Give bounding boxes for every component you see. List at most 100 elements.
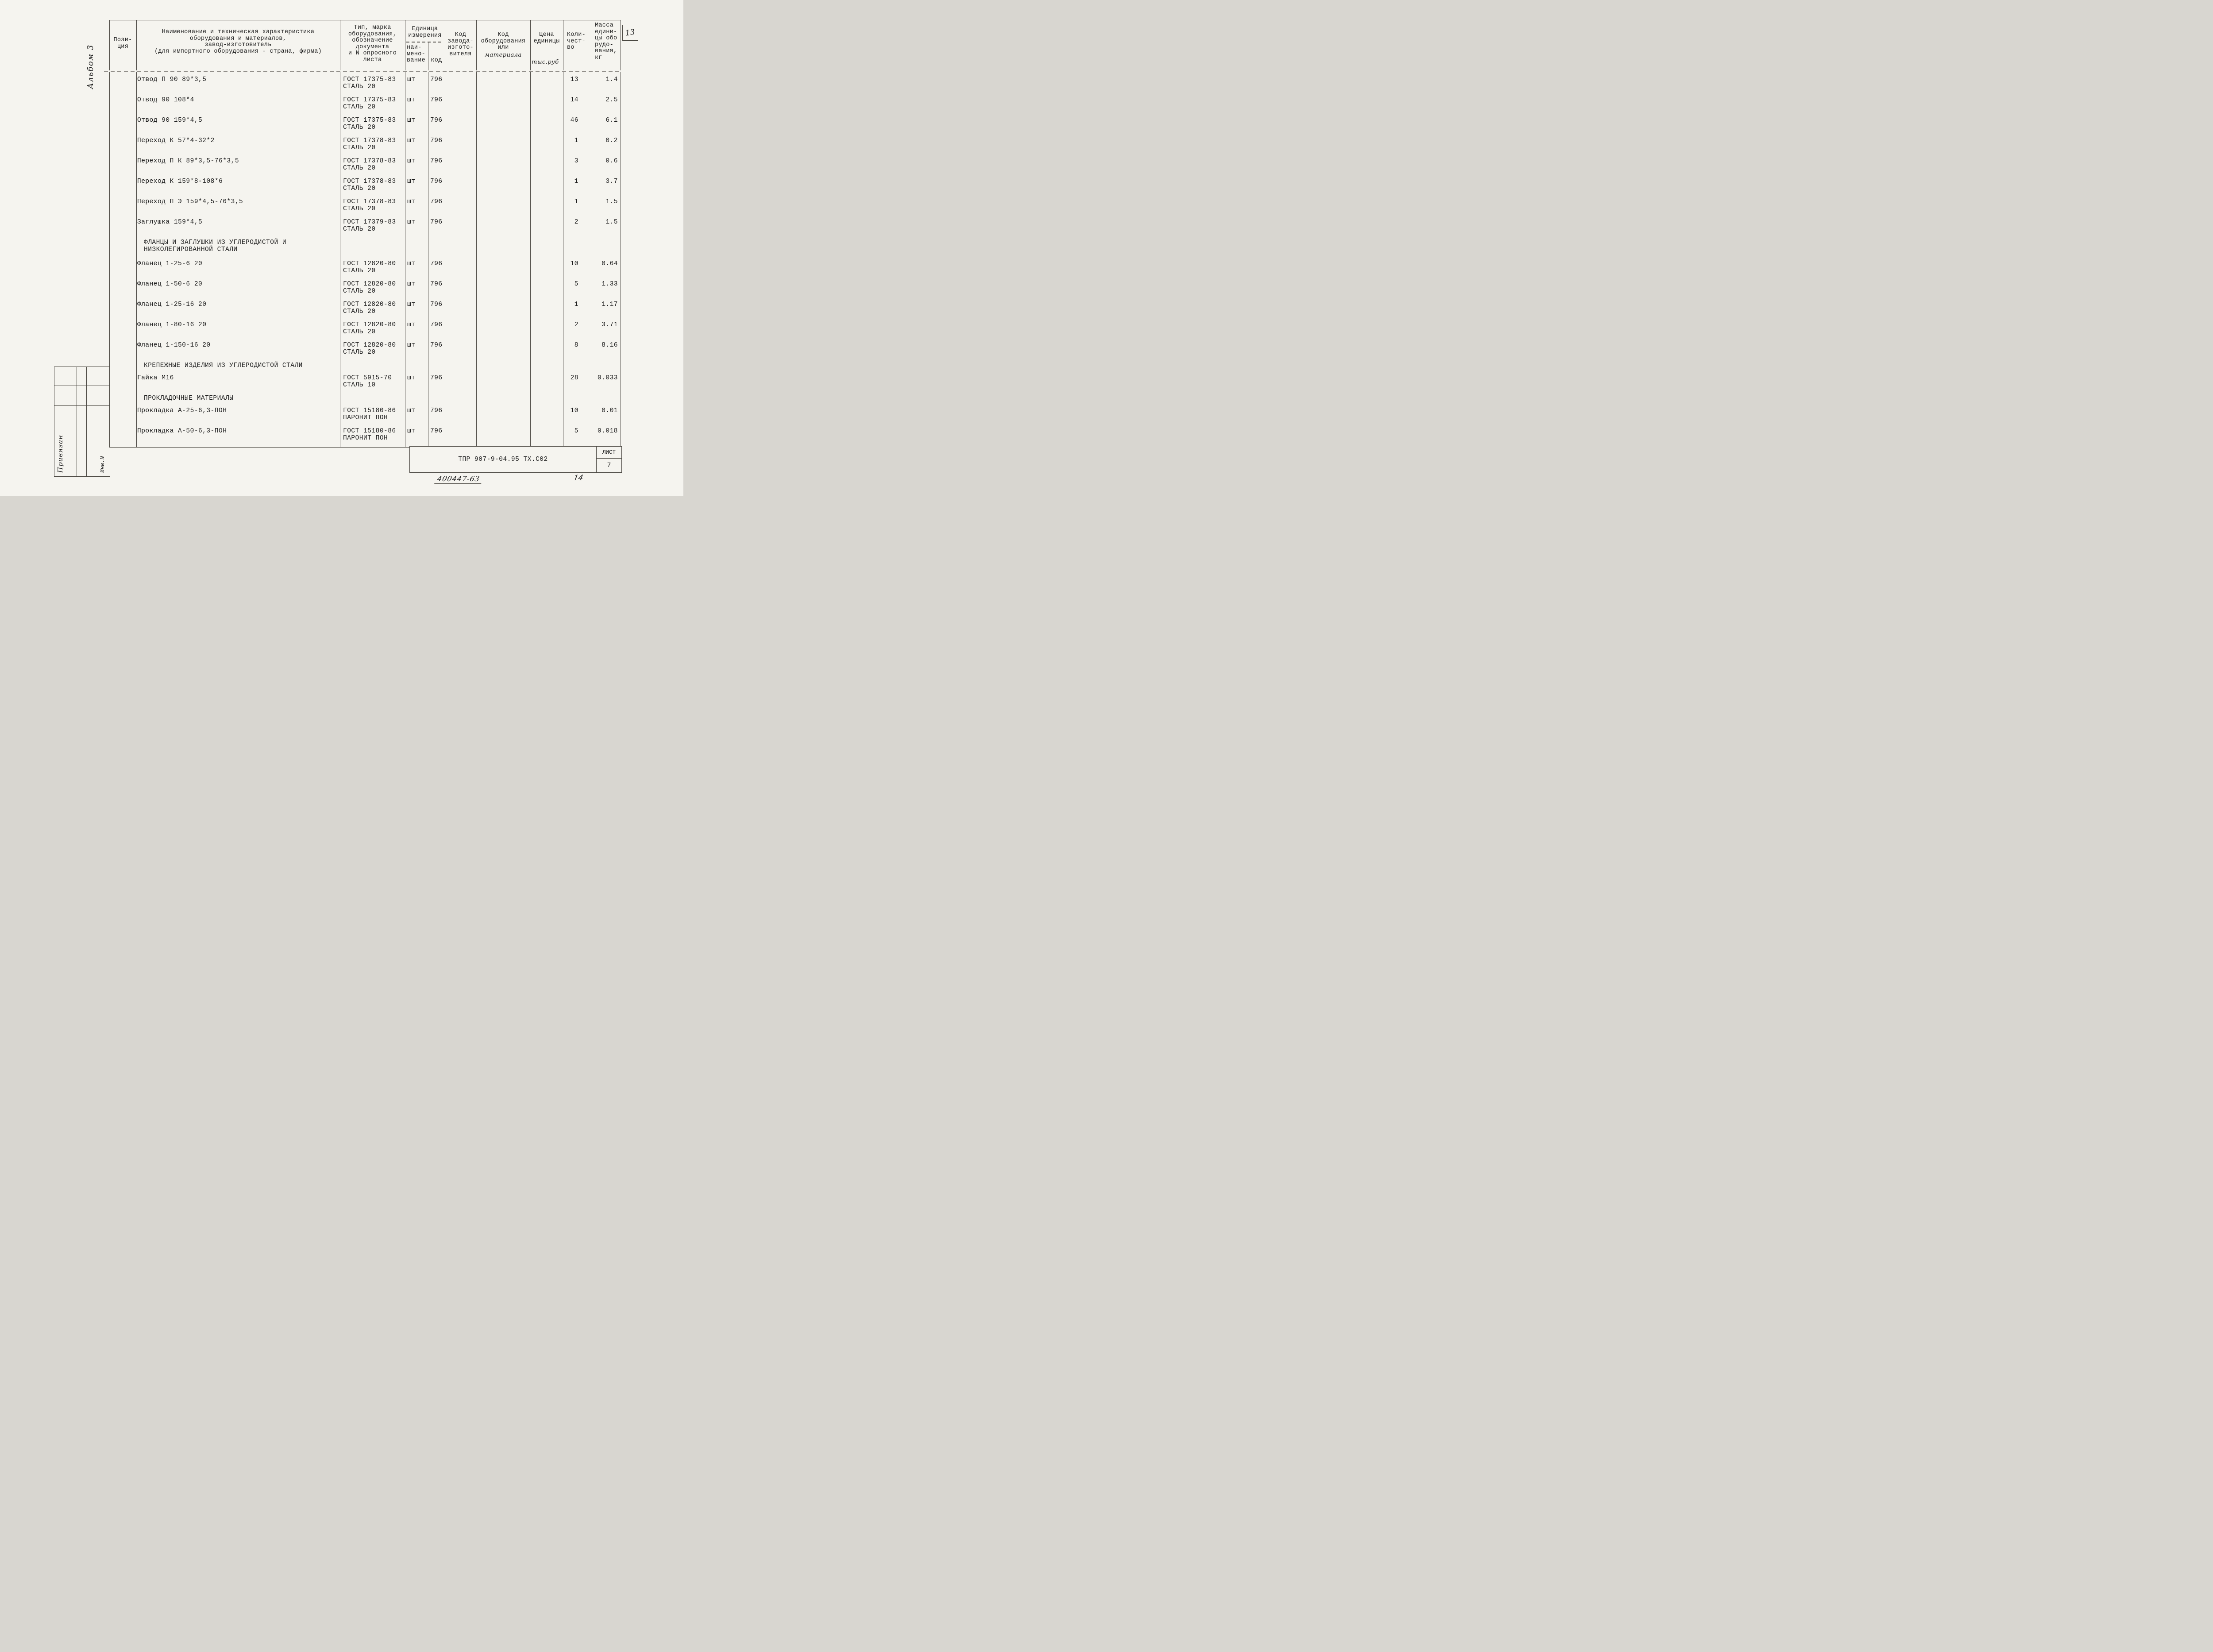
cell-mass: 0.033: [597, 374, 618, 382]
cell-unit-name: шт: [407, 342, 416, 349]
section-title: ФЛАНЦЫ И ЗАГЛУШКИ ИЗ УГЛЕРОДИСТОЙ И НИЗК…: [144, 239, 287, 253]
cell-type-doc: ГОСТ 17375-83 СТАЛЬ 20: [343, 76, 396, 90]
cell-quantity: 10: [570, 260, 578, 267]
cell-unit-code: 796: [430, 428, 443, 435]
grid-line: [476, 20, 477, 70]
cell-quantity: 5: [574, 428, 578, 435]
cell-item-name: Заглушка 159*4,5: [137, 219, 203, 226]
cell-type-doc: ГОСТ 12820-80 СТАЛЬ 20: [343, 260, 396, 274]
col-header-unit-name: наи- мено- вание: [407, 44, 426, 64]
title-block: ТПР 907-9-04.95 ТХ.С02 ЛИСТ 7: [409, 446, 622, 473]
footer-handwritten-code: 400447-63: [434, 475, 483, 484]
cell-quantity: 1: [574, 178, 578, 185]
cell-mass: 8.16: [601, 342, 618, 349]
stamp-rotated-note: Привязан: [56, 434, 64, 473]
cell-unit-name: шт: [407, 281, 416, 288]
sheet-label: ЛИСТ: [597, 447, 621, 459]
cell-unit-name: шт: [407, 374, 416, 382]
cell-quantity: 13: [570, 76, 578, 83]
col-header-factory-code: Код завода- изгото- вителя: [447, 31, 474, 58]
col-header-quantity: Коли- чест- во: [567, 31, 586, 51]
cell-mass: 0.01: [601, 407, 618, 414]
table-row: Отвод П 90 89*3,5 ГОСТ 17375-83 СТАЛЬ 20…: [109, 75, 621, 96]
cell-quantity: 46: [570, 117, 578, 124]
cell-item-name: Прокладка А-25-6,3-ПОН: [137, 407, 227, 414]
cell-unit-code: 796: [430, 374, 443, 382]
cell-unit-name: шт: [407, 407, 416, 414]
page-number-box: 13: [622, 25, 638, 41]
table-body: Отвод П 90 89*3,5 ГОСТ 17375-83 СТАЛЬ 20…: [109, 72, 621, 448]
cell-unit-name: шт: [407, 137, 416, 144]
cell-unit-name: шт: [407, 117, 416, 124]
cell-quantity: 14: [570, 96, 578, 104]
cell-quantity: 28: [570, 374, 578, 382]
table-row: Прокладка А-25-6,3-ПОН ГОСТ 15180-86 ПАР…: [109, 406, 621, 427]
cell-unit-code: 796: [430, 301, 443, 308]
table-row: Фланец 1-50-6 20 ГОСТ 12820-80 СТАЛЬ 20 …: [109, 280, 621, 300]
cell-mass: 3.7: [605, 178, 618, 185]
cell-item-name: Переход П Э 159*4,5-76*3,5: [137, 198, 243, 205]
left-margin-stamp: Привязан Инв.N: [54, 367, 110, 477]
table-row: Прокладка А-50-6,3-ПОН ГОСТ 15180-86 ПАР…: [109, 427, 621, 447]
cell-unit-code: 796: [430, 281, 443, 288]
scanned-document-page: Альбом 3 13 Пози- ция Наименование и тех…: [0, 0, 683, 496]
cell-mass: 6.1: [605, 117, 618, 124]
cell-item-name: Гайка М16: [137, 374, 174, 382]
cell-unit-code: 796: [430, 260, 443, 267]
table-row: Переход П К 89*3,5-76*3,5 ГОСТ 17378-83 …: [109, 157, 621, 177]
col-header-type: Тип, марка оборудования, обозначение док…: [348, 24, 397, 63]
cell-type-doc: ГОСТ 5915-70 СТАЛЬ 10: [343, 374, 392, 389]
col-header-position: Пози- ция: [113, 37, 132, 50]
cell-item-name: Фланец 1-50-6 20: [137, 281, 203, 288]
page-number: 13: [625, 27, 636, 38]
cell-unit-name: шт: [407, 198, 416, 205]
cell-unit-code: 796: [430, 342, 443, 349]
header-body-dashed-separator: [104, 70, 621, 72]
cell-unit-name: шт: [407, 76, 416, 83]
footer-handwritten-number: 14: [573, 474, 584, 482]
cell-quantity: 1: [574, 301, 578, 308]
cell-unit-name: шт: [407, 260, 416, 267]
cell-type-doc: ГОСТ 15180-86 ПАРОНИТ ПОН: [343, 407, 396, 421]
cell-quantity: 8: [574, 342, 578, 349]
cell-mass: 0.64: [601, 260, 618, 267]
cell-item-name: Фланец 1-25-16 20: [137, 301, 207, 308]
section-row: ПРОКЛАДОЧНЫЕ МАТЕРИАЛЫ: [109, 394, 621, 406]
grid-line: [109, 72, 110, 447]
cell-item-name: Отвод П 90 89*3,5: [137, 76, 207, 83]
cell-mass: 1.4: [605, 76, 618, 83]
album-label: Альбом 3: [86, 44, 95, 89]
cell-type-doc: ГОСТ 12820-80 СТАЛЬ 20: [343, 301, 396, 315]
table-row: Фланец 1-80-16 20 ГОСТ 12820-80 СТАЛЬ 20…: [109, 320, 621, 341]
cell-unit-name: шт: [407, 219, 416, 226]
cell-unit-name: шт: [407, 301, 416, 308]
cell-unit-code: 796: [430, 407, 443, 414]
cell-item-name: Прокладка А-50-6,3-ПОН: [137, 428, 227, 435]
cell-quantity: 3: [574, 158, 578, 165]
cell-quantity: 1: [574, 198, 578, 205]
cell-type-doc: ГОСТ 15180-86 ПАРОНИТ ПОН: [343, 428, 396, 442]
cell-unit-name: шт: [407, 321, 416, 328]
cell-unit-code: 796: [430, 137, 443, 144]
grid-line: [86, 367, 87, 476]
col-header-mass: Масса едини- цы обо рудо- вания, кг: [595, 22, 617, 61]
cell-type-doc: ГОСТ 17375-83 СТАЛЬ 20: [343, 96, 396, 111]
cell-type-doc: ГОСТ 17378-83 СТАЛЬ 20: [343, 178, 396, 192]
stamp-inventory-label: Инв.N: [100, 456, 106, 473]
col-header-name: Наименование и техническая характеристик…: [154, 29, 322, 55]
table-row: Гайка М16 ГОСТ 5915-70 СТАЛЬ 10 шт 796 2…: [109, 374, 621, 394]
table-row: Переход П Э 159*4,5-76*3,5 ГОСТ 17378-83…: [109, 197, 621, 218]
cell-mass: 2.5: [605, 96, 618, 104]
section-row: ФЛАНЦЫ И ЗАГЛУШКИ ИЗ УГЛЕРОДИСТОЙ И НИЗК…: [109, 238, 621, 259]
cell-unit-code: 796: [430, 321, 443, 328]
col-header-price-unit: тыс.руб: [532, 59, 559, 66]
section-row: КРЕПЕЖНЫЕ ИЗДЕЛИЯ ИЗ УГЛЕРОДИСТОЙ СТАЛИ: [109, 361, 621, 374]
table-row: Фланец 1-25-6 20 ГОСТ 12820-80 СТАЛЬ 20 …: [109, 259, 621, 280]
cell-type-doc: ГОСТ 17378-83 СТАЛЬ 20: [343, 198, 396, 212]
cell-quantity: 5: [574, 281, 578, 288]
grid-line: [54, 405, 110, 406]
cell-mass: 1.5: [605, 198, 618, 205]
cell-unit-code: 796: [430, 158, 443, 165]
sheet-number: 7: [607, 462, 611, 469]
cell-unit-code: 796: [430, 198, 443, 205]
